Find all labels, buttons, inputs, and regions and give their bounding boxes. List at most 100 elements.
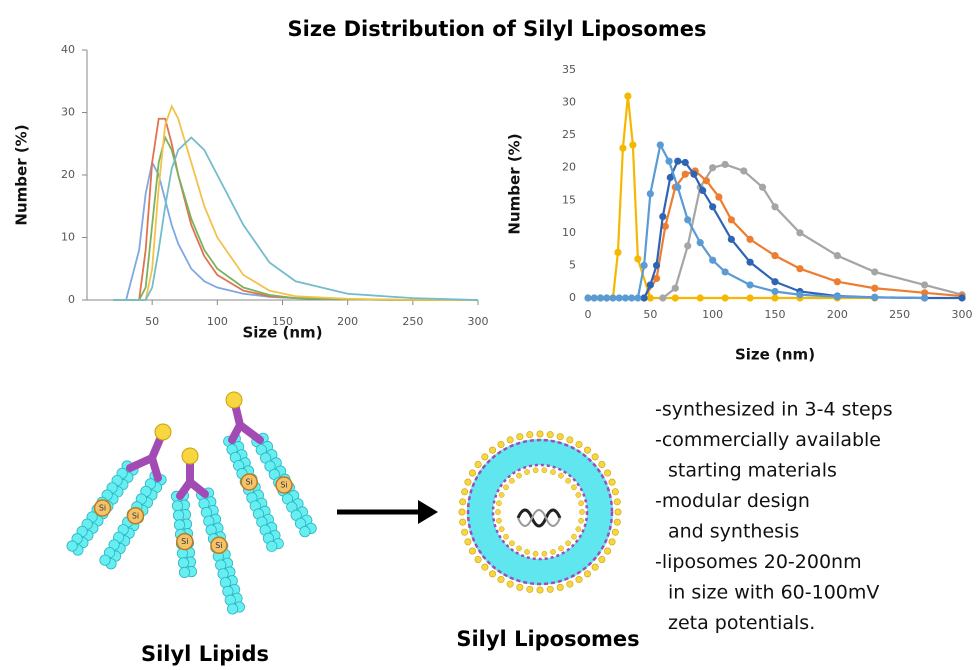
bullet-line: in size with 60-100mV xyxy=(668,582,879,604)
head-out xyxy=(527,586,533,592)
head-out xyxy=(609,479,615,485)
liposomes-label: Silyl Liposomes xyxy=(456,627,639,651)
head-out xyxy=(507,581,513,587)
lipid-head xyxy=(226,392,242,408)
series-line xyxy=(113,138,478,301)
point xyxy=(771,294,778,301)
head-in xyxy=(579,509,584,514)
point xyxy=(722,268,729,275)
head-out xyxy=(459,519,465,525)
point xyxy=(771,203,778,210)
point xyxy=(624,92,631,99)
si-label: Si xyxy=(215,541,222,550)
head-out xyxy=(517,433,523,439)
x-tick-label: 250 xyxy=(402,315,423,328)
point xyxy=(740,167,747,174)
head-out xyxy=(482,454,488,460)
head-out xyxy=(465,479,471,485)
point xyxy=(703,177,710,184)
series-line xyxy=(113,106,478,300)
cargo xyxy=(518,510,560,526)
point xyxy=(674,184,681,191)
y-tick-label: 30 xyxy=(61,106,75,119)
point xyxy=(746,259,753,266)
head-out xyxy=(537,431,543,437)
y-tick-label: 5 xyxy=(569,258,576,271)
y-tick-label: 35 xyxy=(562,63,576,76)
head-in xyxy=(558,546,563,551)
series-line xyxy=(113,163,478,301)
bead xyxy=(174,520,184,530)
point xyxy=(709,257,716,264)
head-out xyxy=(557,433,563,439)
point xyxy=(690,171,697,178)
bullet-line: and synthesis xyxy=(668,521,799,543)
head-out xyxy=(614,499,620,505)
point xyxy=(641,262,648,269)
x-tick-label: 200 xyxy=(827,308,848,321)
point xyxy=(634,255,641,262)
y-axis-label: Number (%) xyxy=(506,133,524,234)
point xyxy=(682,159,689,166)
x-tick-label: 250 xyxy=(889,308,910,321)
head-out xyxy=(527,431,533,437)
head-in xyxy=(542,551,547,556)
x-tick-label: 150 xyxy=(765,308,786,321)
head-in xyxy=(566,541,571,546)
bead xyxy=(178,558,188,568)
y-tick-label: 25 xyxy=(562,128,576,141)
head-in xyxy=(578,518,583,523)
head-in xyxy=(495,509,500,514)
arrow-head xyxy=(418,500,438,524)
point xyxy=(746,236,753,243)
point xyxy=(682,171,689,178)
head-out xyxy=(609,539,615,545)
point xyxy=(674,158,681,165)
figure: Size Distribution of Silyl Liposomes SiS… xyxy=(0,0,977,670)
si-label: Si xyxy=(99,504,106,513)
head-out xyxy=(517,584,523,590)
head-out xyxy=(461,529,467,535)
head-in xyxy=(524,469,529,474)
head-out xyxy=(567,437,573,443)
head-in xyxy=(516,546,521,551)
head-in xyxy=(496,501,501,506)
head-out xyxy=(461,489,467,495)
head-out xyxy=(614,519,620,525)
point xyxy=(771,252,778,259)
point xyxy=(921,294,928,301)
bead xyxy=(173,510,183,520)
bullet-line: -modular design xyxy=(655,490,810,512)
head-in xyxy=(516,473,521,478)
point xyxy=(699,187,706,194)
x-axis-label: Size (nm) xyxy=(242,324,322,342)
head-out xyxy=(576,441,582,447)
head-out xyxy=(592,454,598,460)
bullet-line: starting materials xyxy=(668,460,837,482)
x-tick-label: 0 xyxy=(585,308,592,321)
head-in xyxy=(542,468,547,473)
series-line xyxy=(113,138,478,301)
x-tick-label: 300 xyxy=(468,315,489,328)
point xyxy=(584,294,591,301)
point xyxy=(665,158,672,165)
head-out xyxy=(475,461,481,467)
point xyxy=(657,141,664,148)
head-in xyxy=(503,534,508,539)
head-in xyxy=(550,469,555,474)
lipid-head xyxy=(182,448,198,464)
head-in xyxy=(533,551,538,556)
bullet-line: -liposomes 20-200nm xyxy=(655,551,862,573)
x-tick-label: 50 xyxy=(643,308,657,321)
si-label: Si xyxy=(280,481,287,490)
point xyxy=(709,203,716,210)
head-in xyxy=(576,526,581,531)
point xyxy=(771,278,778,285)
head-in xyxy=(571,485,576,490)
bead xyxy=(179,567,189,577)
point xyxy=(728,236,735,243)
point xyxy=(641,294,648,301)
y-tick-label: 30 xyxy=(562,96,576,109)
bead xyxy=(172,501,182,511)
point xyxy=(684,242,691,249)
